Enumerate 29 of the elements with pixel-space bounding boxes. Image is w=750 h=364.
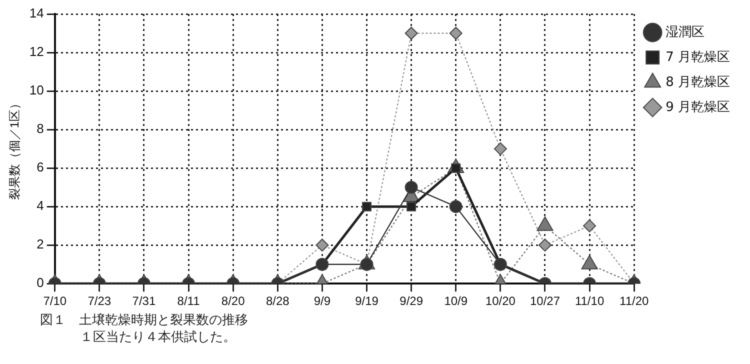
legend-label: 7 月乾燥区 [666, 50, 730, 65]
x-tick-label: 9/29 [400, 294, 424, 308]
x-tick-label: 7/10 [43, 294, 67, 308]
y-axis-title: 裂果数（個／1区） [8, 97, 22, 200]
x-tick-label: 10/20 [485, 294, 516, 308]
x-tick-label: 11/10 [574, 294, 604, 308]
x-tick-label: 8/11 [177, 294, 200, 308]
y-tick-label: 10 [29, 82, 44, 98]
y-tick-label: 12 [29, 44, 44, 60]
x-tick-label: 10/9 [444, 294, 468, 308]
legend-label: 8 月乾燥区 [666, 74, 730, 90]
x-tick-label: 8/20 [221, 294, 246, 308]
x-tick-label: 8/28 [266, 294, 290, 308]
x-tick-label: 9/19 [355, 294, 379, 308]
text: １区当たり４本供試した。 [79, 329, 237, 346]
y-tick-label: 4 [36, 198, 44, 214]
x-tick-label: 9/9 [314, 294, 331, 308]
y-tick-label: 8 [36, 121, 44, 136]
legend-label: 9 月乾燥区 [666, 100, 730, 115]
x-tick-label: 11/20 [620, 294, 649, 308]
y-tick-label: 6 [36, 160, 44, 175]
y-tick-label: 14 [29, 6, 44, 21]
x-tick-label: 10/27 [530, 294, 560, 308]
x-tick-label: 7/23 [88, 294, 112, 308]
y-tick-label: 2 [36, 236, 44, 252]
caption: 図１ 土壌乾燥時期と裂果数の推移 [40, 312, 248, 329]
legend-label: 湿潤区 [666, 24, 705, 40]
x-tick-label: 7/31 [132, 294, 156, 308]
y-tick-label: 0 [36, 275, 44, 290]
